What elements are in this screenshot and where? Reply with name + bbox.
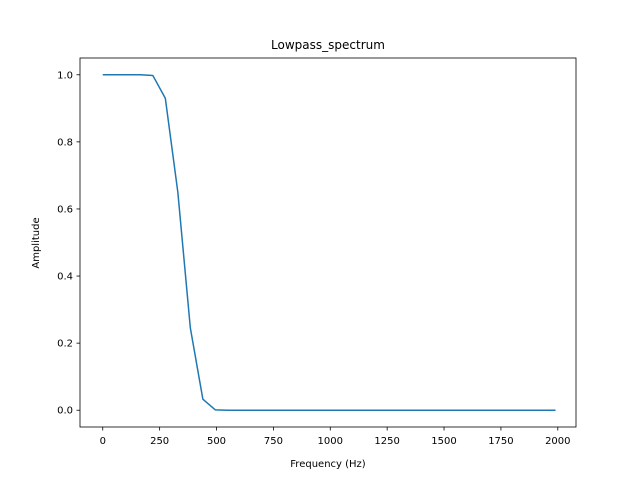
x-tick-label: 250 xyxy=(150,436,169,447)
plot-area xyxy=(102,74,556,411)
x-tick-label: 1000 xyxy=(318,436,343,447)
chart-title: Lowpass_spectrum xyxy=(271,38,385,52)
y-tick-label: 0.2 xyxy=(57,339,73,350)
x-tick-label: 750 xyxy=(264,436,283,447)
y-axis: 0.0 0.2 0.4 0.6 0.8 1.0 xyxy=(57,70,80,417)
x-axis: 0 250 500 750 1000 1250 1500 1750 2000 xyxy=(100,427,571,447)
x-tick-label: 0 xyxy=(100,436,106,447)
x-tick-label: 2000 xyxy=(545,436,570,447)
y-tick-label: 1.0 xyxy=(57,70,73,81)
y-tick-label: 0.4 xyxy=(57,272,73,283)
y-tick-label: 0.6 xyxy=(57,204,73,215)
x-tick-label: 1500 xyxy=(431,436,456,447)
x-tick-label: 1250 xyxy=(374,436,399,447)
plot-frame xyxy=(79,57,577,428)
series-line xyxy=(102,74,556,411)
y-tick-label: 0.0 xyxy=(57,406,73,417)
x-tick-label: 1750 xyxy=(488,436,513,447)
x-tick-label: 500 xyxy=(207,436,226,447)
x-axis-label: Frequency (Hz) xyxy=(290,459,366,470)
y-axis-label: Amplitude xyxy=(31,217,42,268)
y-tick-label: 0.8 xyxy=(57,137,73,148)
